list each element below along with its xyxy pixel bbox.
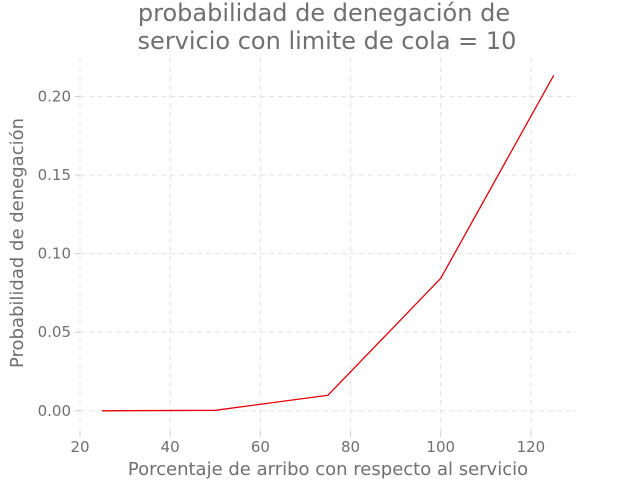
y-tick-label: 0.10 — [38, 245, 71, 263]
chart-title-line-1: probabilidad de denegación de — [138, 0, 510, 27]
y-tick-label: 0.05 — [38, 323, 71, 341]
series-line — [102, 75, 555, 412]
y-tick-label: 0.20 — [38, 88, 71, 106]
data-point — [552, 75, 555, 77]
x-tick-label: 100 — [426, 438, 455, 456]
grid-lines — [79, 58, 576, 432]
y-tick-label: 0.00 — [38, 402, 71, 420]
x-tick-label: 120 — [517, 438, 546, 456]
chart-title-line-2: servicio con limite de cola = 10 — [138, 27, 517, 55]
x-tick-label: 80 — [341, 438, 360, 456]
data-point — [440, 277, 442, 279]
series-layer — [101, 75, 555, 412]
y-axis-label: Probabilidad de denegación — [7, 118, 28, 368]
axis-ticks — [75, 96, 532, 437]
y-tick-label: 0.15 — [38, 166, 71, 184]
data-point — [214, 409, 216, 411]
data-point — [101, 410, 104, 412]
data-point — [327, 394, 329, 396]
x-tick-label: 40 — [161, 438, 180, 456]
x-tick-label: 20 — [70, 438, 89, 456]
x-tick-label: 60 — [251, 438, 270, 456]
x-axis-label: Porcentaje de arribo con respecto al ser… — [128, 459, 528, 480]
